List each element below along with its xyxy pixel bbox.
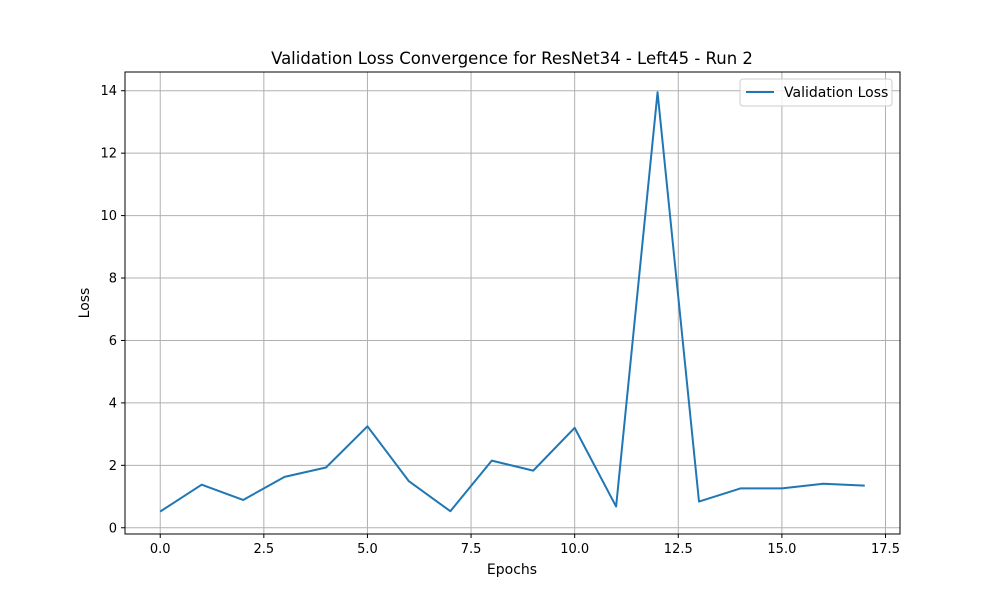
chart-title: Validation Loss Convergence for ResNet34…: [271, 49, 753, 68]
series-layer: [159, 91, 865, 513]
x-tick-label: 15.0: [767, 542, 796, 557]
y-tick-label: 14: [100, 84, 117, 99]
y-tick-label: 6: [109, 334, 117, 349]
x-axis-label: Epochs: [487, 562, 537, 578]
legend: Validation Loss: [739, 78, 893, 107]
x-tick-label: 12.5: [664, 542, 693, 557]
x-tick-label: 10.0: [560, 542, 589, 557]
x-tick-label: 17.5: [871, 542, 900, 557]
legend-box: [739, 78, 893, 107]
y-tick-label: 10: [100, 209, 117, 224]
y-tick-label: 12: [100, 147, 117, 162]
x-tick-label: 0.0: [150, 542, 171, 557]
y-axis: 0 2 4 6 8 10 12 14: [100, 84, 125, 536]
y-tick-label: 4: [109, 396, 117, 411]
x-tick-label: 7.5: [461, 542, 482, 557]
legend-label-validation-loss: Validation Loss: [784, 85, 888, 101]
y-axis-label: Loss: [77, 288, 93, 319]
series-line-validation-loss: [159, 91, 865, 513]
plot-frame: [124, 71, 901, 535]
y-tick-label: 2: [109, 459, 117, 474]
y-tick-label: 0: [109, 521, 117, 536]
x-tick-label: 2.5: [253, 542, 274, 557]
x-tick-label: 5.0: [357, 542, 378, 557]
x-axis: 0.0 2.5 5.0 7.5 10.0 12.5 15.0 17.5: [150, 534, 900, 557]
y-tick-label: 8: [109, 272, 117, 287]
